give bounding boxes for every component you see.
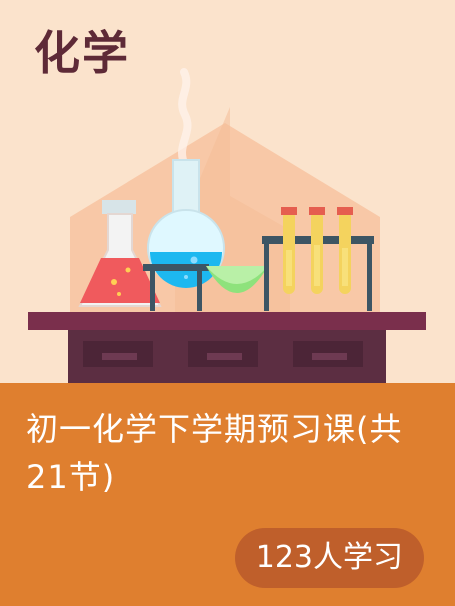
course-cover: 化学 [28, 26, 426, 383]
course-info-panel: 初一化学下学期预习课(共21节) 123人学习 [0, 383, 455, 606]
course-title[interactable]: 初一化学下学期预习课(共21节) [26, 410, 403, 496]
conical-flask-icon [78, 200, 162, 307]
laboratory-illustration-icon [28, 68, 426, 383]
learners-badge: 123人学习 [234, 528, 424, 588]
evaporating-dish-icon [206, 266, 268, 293]
test-tubes-icon [262, 207, 374, 311]
subject-title: 化学 [34, 26, 130, 80]
left-support-stand [143, 264, 209, 311]
lab-bench-icon [28, 312, 426, 383]
